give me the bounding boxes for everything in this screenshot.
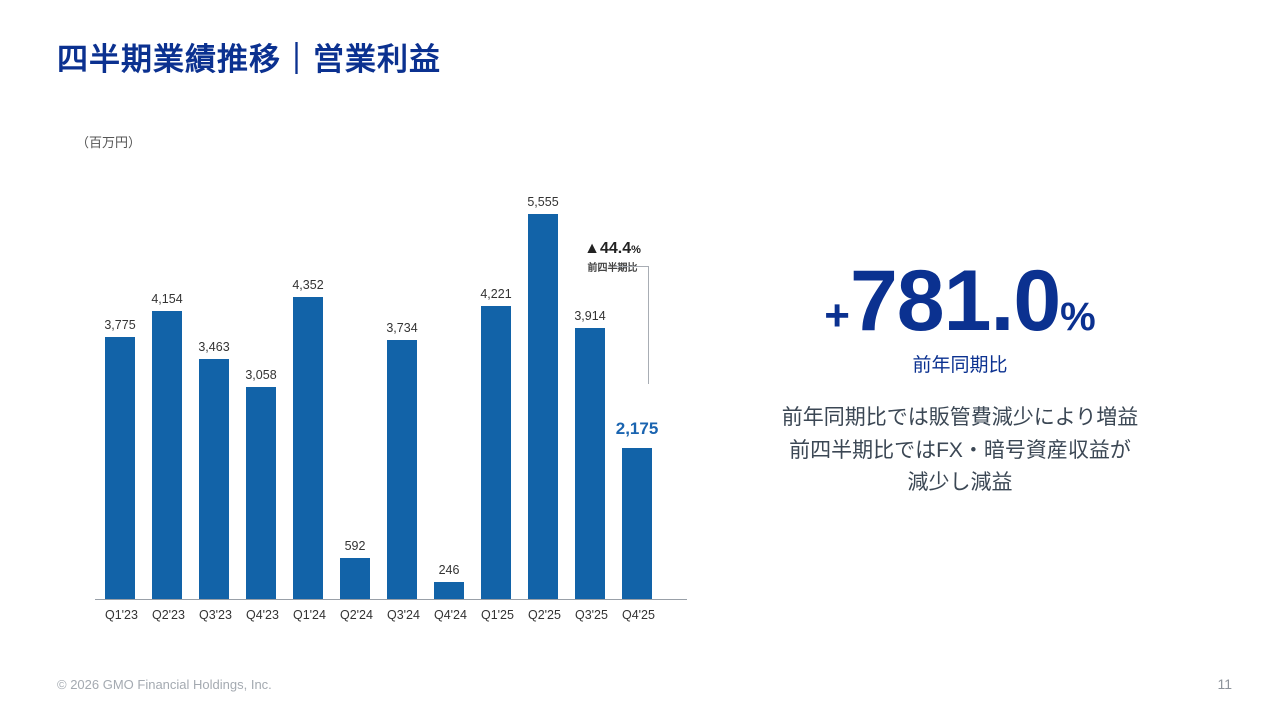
bar-value-label: 3,058 xyxy=(245,368,277,382)
yoy-label: 前年同期比 xyxy=(912,355,1008,377)
x-axis-label: Q2'25 xyxy=(528,608,561,622)
bar-value-label: 3,914 xyxy=(574,309,606,323)
qoq-label: 前四半期比 xyxy=(587,263,638,274)
bar-value-label: 4,221 xyxy=(480,287,512,301)
x-axis-label: Q3'23 xyxy=(199,608,232,622)
x-axis-label: Q4'23 xyxy=(246,608,279,622)
bar-chart-xlabels: Q1'23 Q2'23 Q3'23 Q4'23 Q1'24 Q2'24 Q3'24 Q4'24… xyxy=(95,608,655,622)
x-axis-label: Q1'24 xyxy=(293,608,326,622)
bar xyxy=(434,582,464,599)
unit-label: （百万円） xyxy=(76,135,142,150)
yoy-percent-sign: % xyxy=(1060,295,1096,339)
bar-value-label: 3,775 xyxy=(104,318,136,332)
bar xyxy=(199,359,229,599)
bar xyxy=(152,311,182,599)
bar-chart: 3,775 4,154 3,463 3,058 4,352 592 3,734 246 4,22… xyxy=(95,160,695,640)
x-axis-label: Q3'25 xyxy=(575,608,608,622)
bar-column: 4,352 xyxy=(292,278,324,599)
bar-value-label: 4,352 xyxy=(292,278,324,292)
commentary-line: 前四半期比ではFX・暗号資産収益が xyxy=(789,438,1131,462)
commentary: 前年同期比では販管費減少により増益 前四半期比ではFX・暗号資産収益が 減少し減… xyxy=(700,402,1220,500)
bracket-line xyxy=(615,266,649,384)
bar xyxy=(622,448,652,599)
bar xyxy=(387,340,417,599)
bar-column: 246 xyxy=(434,563,464,599)
x-axis-label: Q4'25 xyxy=(622,608,655,622)
bar xyxy=(481,306,511,599)
bar-column: 592 xyxy=(340,539,370,599)
bar-value-label: 5,555 xyxy=(527,195,559,209)
bar-column: 4,221 xyxy=(480,287,512,599)
commentary-line: 前年同期比では販管費減少により増益 xyxy=(781,406,1139,429)
commentary-line: 減少し減益 xyxy=(907,471,1013,495)
x-axis-label: Q2'23 xyxy=(152,608,185,622)
page-title: 四半期業績推移｜営業利益 xyxy=(57,42,441,77)
bar-column: 3,775 xyxy=(104,318,136,599)
bar-value-label: 2,175 xyxy=(615,419,659,438)
bar xyxy=(246,387,276,599)
yoy-value: +781.0% xyxy=(730,256,1190,346)
x-axis-label: Q1'25 xyxy=(481,608,514,622)
bar-value-label: 4,154 xyxy=(151,292,183,306)
footer-copyright: © 2026 GMO Financial Holdings, Inc. xyxy=(57,677,272,692)
yoy-sign: + xyxy=(824,291,850,340)
bar-value-label: 3,463 xyxy=(198,340,230,354)
bar xyxy=(293,297,323,599)
bar-column: 5,555 xyxy=(527,195,559,599)
bar-column: 4,154 xyxy=(151,292,183,599)
bar xyxy=(340,558,370,599)
qoq-delta: ▲44.4% xyxy=(584,240,641,257)
x-axis-label: Q3'24 xyxy=(387,608,420,622)
bar-column: 3,914 xyxy=(574,309,606,599)
bar-column: 3,463 xyxy=(198,340,230,599)
page-number: 11 xyxy=(1217,676,1232,692)
yoy-highlight: +781.0% 前年同期比 xyxy=(730,256,1190,377)
x-axis-label: Q4'24 xyxy=(434,608,467,622)
bar xyxy=(575,328,605,599)
bar-chart-bars: 3,775 4,154 3,463 3,058 4,352 592 3,734 246 4,22… xyxy=(95,195,687,600)
x-axis-label: Q2'24 xyxy=(340,608,373,622)
bar-column: 2,175 xyxy=(616,419,658,599)
bar xyxy=(105,337,135,599)
yoy-number: 781.0 xyxy=(849,253,1061,349)
qoq-annotation: ▲44.4% 前四半期比 xyxy=(550,240,675,274)
bar-value-label: 3,734 xyxy=(386,321,418,335)
bar-value-label: 246 xyxy=(438,563,460,577)
x-axis-label: Q1'23 xyxy=(105,608,138,622)
bar-column: 3,734 xyxy=(386,321,418,599)
bar xyxy=(528,214,558,599)
bar-column: 3,058 xyxy=(245,368,277,599)
bar-value-label: 592 xyxy=(344,539,366,553)
